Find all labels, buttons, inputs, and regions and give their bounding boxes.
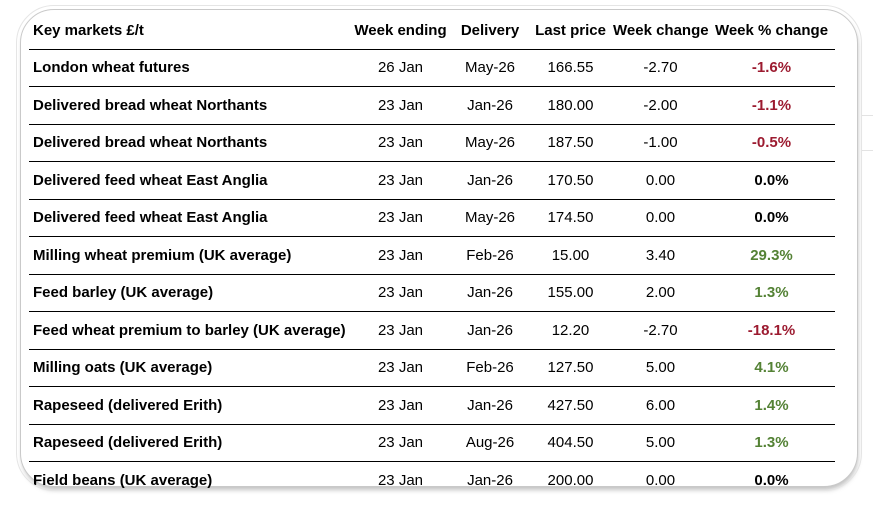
last-price-cell: 174.50	[528, 199, 613, 237]
week-pct-change-cell: -1.1%	[708, 86, 835, 125]
table-row: Milling oats (UK average) 23 Jan Feb-26 …	[29, 349, 835, 387]
market-name-cell: Delivered feed wheat East Anglia	[29, 161, 349, 200]
week-ending-cell: 23 Jan	[349, 274, 452, 312]
header-week-pct-change: Week % change	[708, 12, 835, 50]
delivery-cell: Jan-26	[452, 86, 528, 125]
last-price-cell: 166.55	[528, 49, 613, 87]
week-ending-cell: 23 Jan	[349, 311, 452, 350]
week-ending-cell: 23 Jan	[349, 386, 452, 425]
last-price-cell: 187.50	[528, 124, 613, 162]
delivery-cell: May-26	[452, 199, 528, 237]
week-pct-change-cell: -18.1%	[708, 311, 835, 350]
week-ending-cell: 23 Jan	[349, 124, 452, 162]
week-change-cell: 5.00	[613, 424, 708, 462]
week-pct-change-cell: -1.6%	[708, 49, 835, 87]
table-row: Rapeseed (delivered Erith) 23 Jan Jan-26…	[29, 386, 835, 425]
week-ending-cell: 23 Jan	[349, 236, 452, 275]
header-week-change: Week change	[613, 12, 708, 50]
delivery-cell: Jan-26	[467, 471, 513, 489]
week-pct-change-cell: 0.0%	[754, 471, 789, 489]
last-price-cell: 155.00	[528, 274, 613, 312]
week-change-cell: -2.70	[613, 49, 708, 87]
table-row: Field beans (UK average) 23 Jan Jan-26 2…	[29, 462, 835, 499]
table-row: London wheat futures 26 Jan May-26 166.5…	[29, 49, 835, 87]
header-row: Key markets £/t Week ending Delivery Las…	[29, 12, 835, 50]
week-pct-change-cell: 1.3%	[708, 274, 835, 312]
market-name-cell: Milling oats (UK average)	[29, 349, 349, 387]
last-price-cell: 170.50	[528, 161, 613, 200]
market-name-cell: Delivered feed wheat East Anglia	[29, 199, 349, 237]
delivery-cell: Jan-26	[452, 311, 528, 350]
delivery-cell: Feb-26	[452, 349, 528, 387]
week-ending-cell: 23 Jan	[349, 86, 452, 125]
last-price-cell: 12.20	[528, 311, 613, 350]
week-ending-cell: 23 Jan	[349, 349, 452, 387]
header-week-ending: Week ending	[349, 12, 452, 50]
header-last-price: Last price	[528, 12, 613, 50]
market-name-cell: Delivered bread wheat Northants	[29, 86, 349, 125]
week-change-cell: 0.00	[613, 161, 708, 200]
week-change-cell: 6.00	[613, 386, 708, 425]
week-change-cell: 3.40	[613, 236, 708, 275]
market-name-cell: Delivered bread wheat Northants	[29, 124, 349, 162]
table-row: Rapeseed (delivered Erith) 23 Jan Aug-26…	[29, 424, 835, 462]
week-change-cell: 0.00	[613, 199, 708, 237]
last-price-cell: 127.50	[528, 349, 613, 387]
key-markets-table: Key markets £/t Week ending Delivery Las…	[29, 12, 835, 499]
week-change-cell: 0.00	[645, 471, 676, 489]
last-price-cell: 427.50	[528, 386, 613, 425]
last-price-cell: 200.00	[547, 471, 594, 489]
table-row: Delivered feed wheat East Anglia 23 Jan …	[29, 161, 835, 200]
market-name-cell: London wheat futures	[29, 49, 349, 87]
week-pct-change-cell: 0.0%	[708, 161, 835, 200]
week-pct-change-cell: 4.1%	[708, 349, 835, 387]
delivery-cell: Jan-26	[452, 161, 528, 200]
table-row: Feed wheat premium to barley (UK average…	[29, 311, 835, 350]
week-pct-change-cell: 1.4%	[708, 386, 835, 425]
last-price-cell: 404.50	[528, 424, 613, 462]
last-price-cell: 180.00	[528, 86, 613, 125]
week-change-cell: -2.00	[613, 86, 708, 125]
key-markets-table-card: Key markets £/t Week ending Delivery Las…	[16, 5, 862, 491]
header-key-markets: Key markets £/t	[29, 12, 349, 50]
background-gridline	[862, 115, 873, 116]
week-change-cell: 2.00	[613, 274, 708, 312]
delivery-cell: Jan-26	[452, 386, 528, 425]
week-pct-change-cell: 29.3%	[708, 236, 835, 275]
market-name-cell: Feed barley (UK average)	[29, 274, 349, 312]
week-ending-cell: 23 Jan	[349, 161, 452, 200]
week-ending-cell: 26 Jan	[349, 49, 452, 87]
table-row: Delivered bread wheat Northants 23 Jan M…	[29, 124, 835, 162]
market-name-cell: Feed wheat premium to barley (UK average…	[29, 311, 349, 350]
last-price-cell: 15.00	[528, 236, 613, 275]
market-name-cell: Milling wheat premium (UK average)	[29, 236, 349, 275]
delivery-cell: May-26	[452, 124, 528, 162]
week-pct-change-cell: 1.3%	[708, 424, 835, 462]
week-pct-change-cell: -0.5%	[708, 124, 835, 162]
table-row: Delivered feed wheat East Anglia 23 Jan …	[29, 199, 835, 237]
header-delivery: Delivery	[452, 12, 528, 50]
delivery-cell: May-26	[452, 49, 528, 87]
delivery-cell: Aug-26	[452, 424, 528, 462]
market-name-cell: Rapeseed (delivered Erith)	[29, 424, 349, 462]
week-ending-cell: 23 Jan	[377, 471, 424, 489]
week-change-cell: -2.70	[613, 311, 708, 350]
table-row: Milling wheat premium (UK average) 23 Ja…	[29, 236, 835, 275]
table-row: Feed barley (UK average) 23 Jan Jan-26 1…	[29, 274, 835, 312]
delivery-cell: Feb-26	[452, 236, 528, 275]
delivery-cell: Jan-26	[452, 274, 528, 312]
week-ending-cell: 23 Jan	[349, 424, 452, 462]
week-ending-cell: 23 Jan	[349, 199, 452, 237]
week-pct-change-cell: 0.0%	[708, 199, 835, 237]
week-change-cell: -1.00	[613, 124, 708, 162]
market-name-cell: Rapeseed (delivered Erith)	[29, 386, 349, 425]
week-change-cell: 5.00	[613, 349, 708, 387]
market-name-cell: Field beans (UK average)	[33, 471, 213, 489]
background-gridline	[862, 150, 873, 151]
table-row: Delivered bread wheat Northants 23 Jan J…	[29, 86, 835, 125]
